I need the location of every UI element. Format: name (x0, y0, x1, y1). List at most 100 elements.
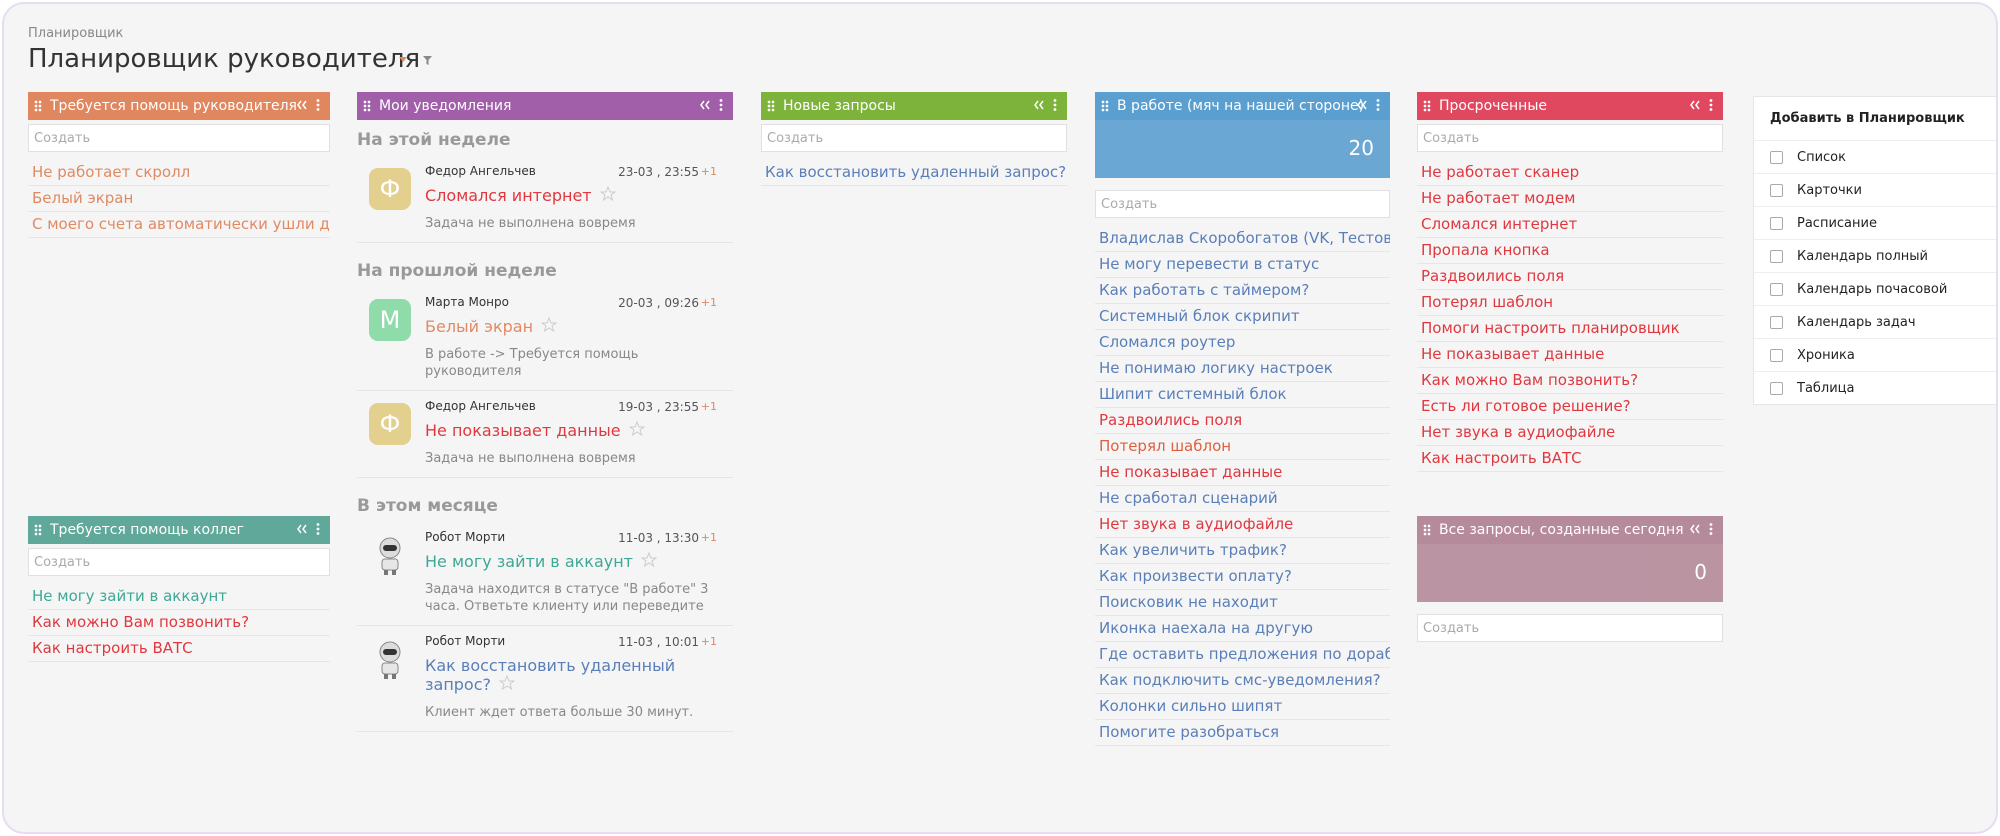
widget-controls[interactable] (1689, 522, 1715, 540)
request-item[interactable]: Потерял шаблон (1095, 434, 1390, 460)
widget-title: Новые запросы (783, 98, 896, 114)
create-input[interactable]: Создать (1095, 190, 1390, 218)
request-item[interactable]: Как можно Вам позвонить? (1417, 368, 1723, 394)
widget-header[interactable]: В работе (мяч на нашей стороне) (1095, 92, 1390, 120)
request-item[interactable]: Не работает сканер (1417, 160, 1723, 186)
widget-header[interactable]: Новые запросы (761, 92, 1067, 120)
title-icons[interactable] (397, 54, 437, 68)
request-item[interactable]: Колонки сильно шипят (1095, 694, 1390, 720)
request-item[interactable]: Не сработал сценарий (1095, 486, 1390, 512)
request-item[interactable]: Сломался интернет (1417, 212, 1723, 238)
group-title: На прошлой неделе (357, 261, 557, 281)
request-item[interactable]: Как произвести оплату? (1095, 564, 1390, 590)
request-item[interactable]: Как можно Вам позвонить? (28, 610, 330, 636)
widget-controls[interactable] (1689, 98, 1715, 116)
notification[interactable]: Робот Морти 11-03 , 13:30 +1 Не могу зайти … (357, 522, 733, 626)
request-item[interactable]: Пропала кнопка (1417, 238, 1723, 264)
widget: Требуется помощь коллег Создать Не могу за… (28, 516, 330, 662)
create-input[interactable]: Создать (1417, 614, 1723, 642)
request-item[interactable]: Не могу зайти в аккаунт (28, 584, 330, 610)
widget-header[interactable]: Требуется помощь руководителя (28, 92, 330, 120)
star[interactable] (640, 551, 658, 571)
star[interactable] (540, 316, 558, 336)
request-item[interactable]: Как настроить ВАТС (28, 636, 330, 662)
notification-title[interactable]: Белый экран (425, 316, 729, 336)
group-title: На этой неделе (357, 130, 511, 150)
notification-title[interactable]: Не могу зайти в аккаунт (425, 551, 729, 571)
notification[interactable]: М Марта Монро 20-03 , 09:26 +1 Белый экран В … (357, 287, 733, 391)
request-item[interactable]: Есть ли готовое решение? (1417, 394, 1723, 420)
notification[interactable]: Ф Федор Ангельчев 19-03 , 23:55 +1 Не показы… (357, 391, 733, 478)
request-item[interactable]: Не работает скролл (28, 160, 330, 186)
notification-title[interactable]: Не показывает данные (425, 420, 729, 440)
widget-controls[interactable] (1356, 98, 1382, 116)
option-label: Карточки (1797, 182, 1862, 198)
request-item[interactable]: Потерял шаблон (1417, 290, 1723, 316)
request-item[interactable]: Как восстановить удаленный запрос? (761, 160, 1067, 186)
request-item[interactable]: Не понимаю логику настроек (1095, 356, 1390, 382)
request-item[interactable]: Не могу перевести в статус (1095, 252, 1390, 278)
widget-header[interactable]: Требуется помощь коллег (28, 516, 330, 544)
notification-title[interactable]: Как восстановить удаленный запрос? (425, 656, 729, 694)
avatar: Ф (369, 403, 411, 445)
add-option[interactable]: Календарь задач (1754, 305, 1996, 338)
widget-header[interactable]: Мои уведомления (357, 92, 733, 120)
create-input[interactable]: Создать (28, 124, 330, 152)
widget-title: Требуется помощь руководителя (50, 98, 297, 114)
request-item[interactable]: Системный блок скрипит (1095, 304, 1390, 330)
add-option[interactable]: Календарь почасовой (1754, 272, 1996, 305)
counter: +1 (700, 165, 717, 178)
request-item[interactable]: Не показывает данные (1417, 342, 1723, 368)
request-item[interactable]: Не показывает данные (1095, 460, 1390, 486)
request-item[interactable]: Сломался роутер (1095, 330, 1390, 356)
create-input[interactable]: Создать (28, 548, 330, 576)
request-item[interactable]: Помоги настроить планировщик (1417, 316, 1723, 342)
item-list: Владислав Скоробогатов (VK, Тестов... Не … (1095, 226, 1390, 746)
add-option[interactable]: Список (1754, 140, 1996, 173)
option-label: Хроника (1797, 347, 1855, 363)
star[interactable] (628, 420, 646, 440)
title-text: Белый экран (425, 317, 534, 336)
request-item[interactable]: Нет звука в аудиофайле (1095, 512, 1390, 538)
request-item[interactable]: Как увеличить трафик? (1095, 538, 1390, 564)
notification-title[interactable]: Сломался интернет (425, 185, 729, 205)
request-item[interactable]: Как работать с таймером? (1095, 278, 1390, 304)
option-icon (1770, 315, 1783, 329)
create-input[interactable]: Создать (1417, 124, 1723, 152)
request-item[interactable]: Как подключить смс-уведомления? (1095, 668, 1390, 694)
breadcrumb[interactable]: Планировщик (28, 26, 124, 41)
request-item[interactable]: Как настроить ВАТС (1417, 446, 1723, 472)
star[interactable] (599, 185, 617, 205)
notification[interactable]: Робот Морти 11-03 , 10:01 +1 Как восстанови… (357, 626, 733, 732)
widget-controls[interactable] (699, 98, 725, 116)
request-item[interactable]: Шипит системный блок (1095, 382, 1390, 408)
notification-text: В работе -> Требуется помощь руководител… (425, 347, 639, 379)
add-option[interactable]: Расписание (1754, 206, 1996, 239)
add-option[interactable]: Календарь полный (1754, 239, 1996, 272)
widget-header[interactable]: Просроченные (1417, 92, 1723, 120)
request-item[interactable]: С моего счета автоматически ушли де... (28, 212, 330, 238)
notification[interactable]: Ф Федор Ангельчев 23-03 , 23:55 +1 Сломался … (357, 156, 733, 243)
avatar: М (369, 299, 411, 341)
widget-controls[interactable] (296, 522, 322, 540)
star[interactable] (498, 674, 516, 694)
create-input[interactable]: Создать (761, 124, 1067, 152)
add-option[interactable]: Хроника (1754, 338, 1996, 371)
request-item[interactable]: Раздвоились поля (1095, 408, 1390, 434)
add-option[interactable]: Таблица (1754, 371, 1996, 404)
request-item[interactable]: Белый экран (28, 186, 330, 212)
request-item[interactable]: Иконка наехала на другую (1095, 616, 1390, 642)
date: 23-03 , 23:55 (618, 165, 699, 179)
add-option[interactable]: Карточки (1754, 173, 1996, 206)
request-item[interactable]: Владислав Скоробогатов (VK, Тестов... (1095, 226, 1390, 252)
request-item[interactable]: Не работает модем (1417, 186, 1723, 212)
widget-header[interactable]: Все запросы, созданные сегодня (1417, 516, 1723, 544)
request-item[interactable]: Где оставить предложения по доработ... (1095, 642, 1390, 668)
widget-controls[interactable] (296, 98, 322, 116)
request-item[interactable]: Помогите разобраться (1095, 720, 1390, 746)
request-item[interactable]: Поисковик не находит (1095, 590, 1390, 616)
widget-controls[interactable] (1033, 98, 1059, 116)
request-item[interactable]: Раздвоились поля (1417, 264, 1723, 290)
request-item[interactable]: Нет звука в аудиофайле (1417, 420, 1723, 446)
